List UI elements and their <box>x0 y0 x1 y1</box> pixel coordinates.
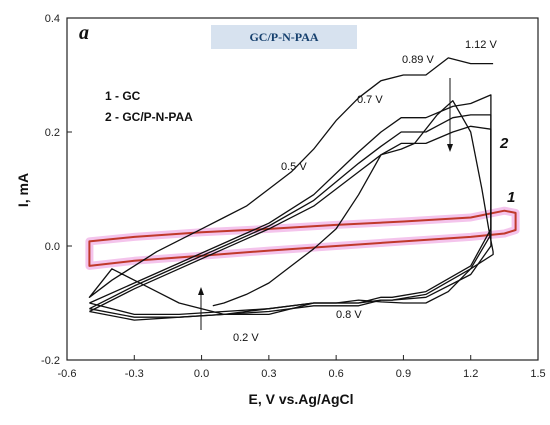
annotation-0-8v: 0.8 V <box>336 309 362 321</box>
legend-entry-2: 2 - GC/P-N-PAA <box>105 110 193 124</box>
x-tick-label: 0.3 <box>261 368 276 380</box>
curve-label-1: 1 <box>507 189 515 206</box>
x-tick-label: 0.6 <box>328 368 343 380</box>
panel-label: a <box>79 22 89 44</box>
y-tick-label: -0.2 <box>41 355 60 367</box>
legend-entry-1: 1 - GC <box>105 89 141 103</box>
cv-curves <box>85 57 520 321</box>
x-axis-ticks: -0.6 -0.3 0.0 0.3 0.6 0.9 1.2 1.5 <box>58 355 546 380</box>
plot-frame <box>66 17 539 361</box>
x-axis-label: E, V vs.Ag/AgCl <box>248 391 353 407</box>
y-axis-label: I, mA <box>15 173 31 207</box>
annotation-0-2v: 0.2 V <box>233 332 259 344</box>
y-tick-label: 0.0 <box>45 241 60 253</box>
arrow-up-icon <box>198 287 204 330</box>
y-tick-label: 0.2 <box>45 127 60 139</box>
y-axis-ticks: -0.2 0.0 0.2 0.4 <box>41 13 72 367</box>
series-1-line <box>88 209 517 267</box>
annotation-0-7v: 0.7 V <box>357 94 383 106</box>
series-2-line-cycle-1 <box>88 57 494 316</box>
x-tick-label: 1.2 <box>463 368 478 380</box>
y-tick-label: 0.4 <box>45 13 60 25</box>
series-2-line-cycle-4 <box>89 125 492 321</box>
x-tick-label: -0.6 <box>58 368 77 380</box>
x-tick-label: 0.0 <box>194 368 209 380</box>
x-tick-label: 1.5 <box>530 368 545 380</box>
curve-label-2: 2 <box>499 135 509 152</box>
title-box <box>211 25 357 49</box>
annotation-0-5v: 0.5 V <box>281 161 307 173</box>
annotation-0-89v: 0.89 V <box>402 54 434 66</box>
annotation-1-12v: 1.12 V <box>465 39 497 51</box>
chart-title: GC/P-N-PAA <box>249 30 318 44</box>
arrow-down-icon <box>447 78 453 152</box>
x-tick-label: -0.3 <box>125 368 144 380</box>
x-tick-label: 0.9 <box>396 368 411 380</box>
series-2-line-cycle-3 <box>89 114 492 318</box>
